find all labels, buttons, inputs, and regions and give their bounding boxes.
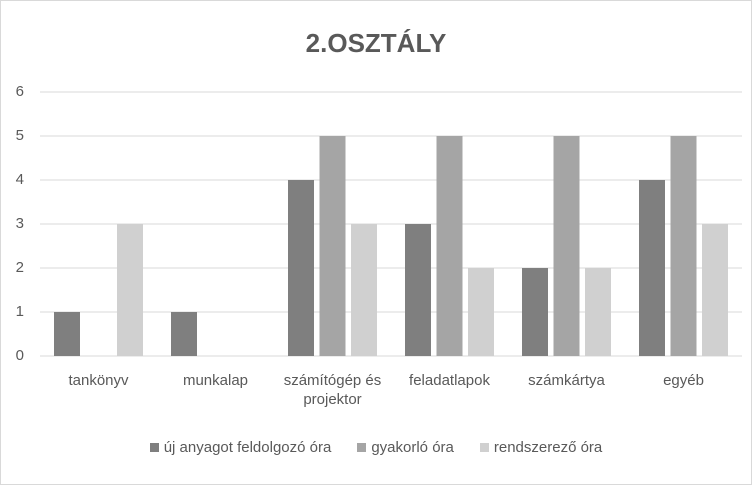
bar — [639, 180, 665, 356]
legend-label: rendszerező óra — [493, 439, 603, 456]
y-tick-label: 3 — [16, 215, 24, 232]
x-tick-label: egyéb — [663, 372, 704, 389]
bar — [585, 268, 611, 356]
x-tick-label: számítógép és projektor — [283, 372, 382, 408]
bar — [702, 224, 728, 356]
bar — [288, 180, 314, 356]
bar — [468, 268, 494, 356]
legend-swatch — [479, 443, 489, 452]
y-tick-label: 6 — [16, 83, 24, 100]
bar — [522, 268, 548, 356]
legend-item: rendszerező óra — [479, 439, 603, 456]
x-tick-label: feladatlapok — [409, 372, 490, 389]
bar — [171, 312, 197, 356]
bar — [670, 136, 697, 356]
x-tick-label: tankönyv — [68, 372, 129, 389]
bar — [117, 224, 143, 356]
legend-item: új anyagot feldolgozó óra — [149, 439, 332, 456]
bar — [54, 312, 80, 356]
chart-title: 2.OSZTÁLY — [306, 28, 447, 58]
bar — [319, 136, 346, 356]
legend-swatch — [357, 443, 367, 452]
bar — [553, 136, 580, 356]
legend-label: gyakorló óra — [371, 439, 454, 456]
bar — [405, 224, 431, 356]
bar — [351, 224, 377, 356]
y-tick-label: 5 — [16, 127, 24, 144]
legend: új anyagot feldolgozó óra gyakorló óra ren… — [0, 439, 752, 456]
bar — [436, 136, 463, 356]
legend-swatch — [149, 443, 159, 452]
x-tick-label: számkártya — [528, 372, 605, 389]
y-tick-label: 1 — [16, 303, 24, 320]
y-tick-label: 0 — [16, 347, 24, 364]
x-tick-label: munkalap — [182, 372, 249, 389]
y-tick-label: 4 — [16, 171, 24, 188]
y-tick-label: 2 — [16, 259, 24, 276]
legend-label: új anyagot feldolgozó óra — [163, 439, 332, 456]
legend-item: gyakorló óra — [357, 439, 454, 456]
